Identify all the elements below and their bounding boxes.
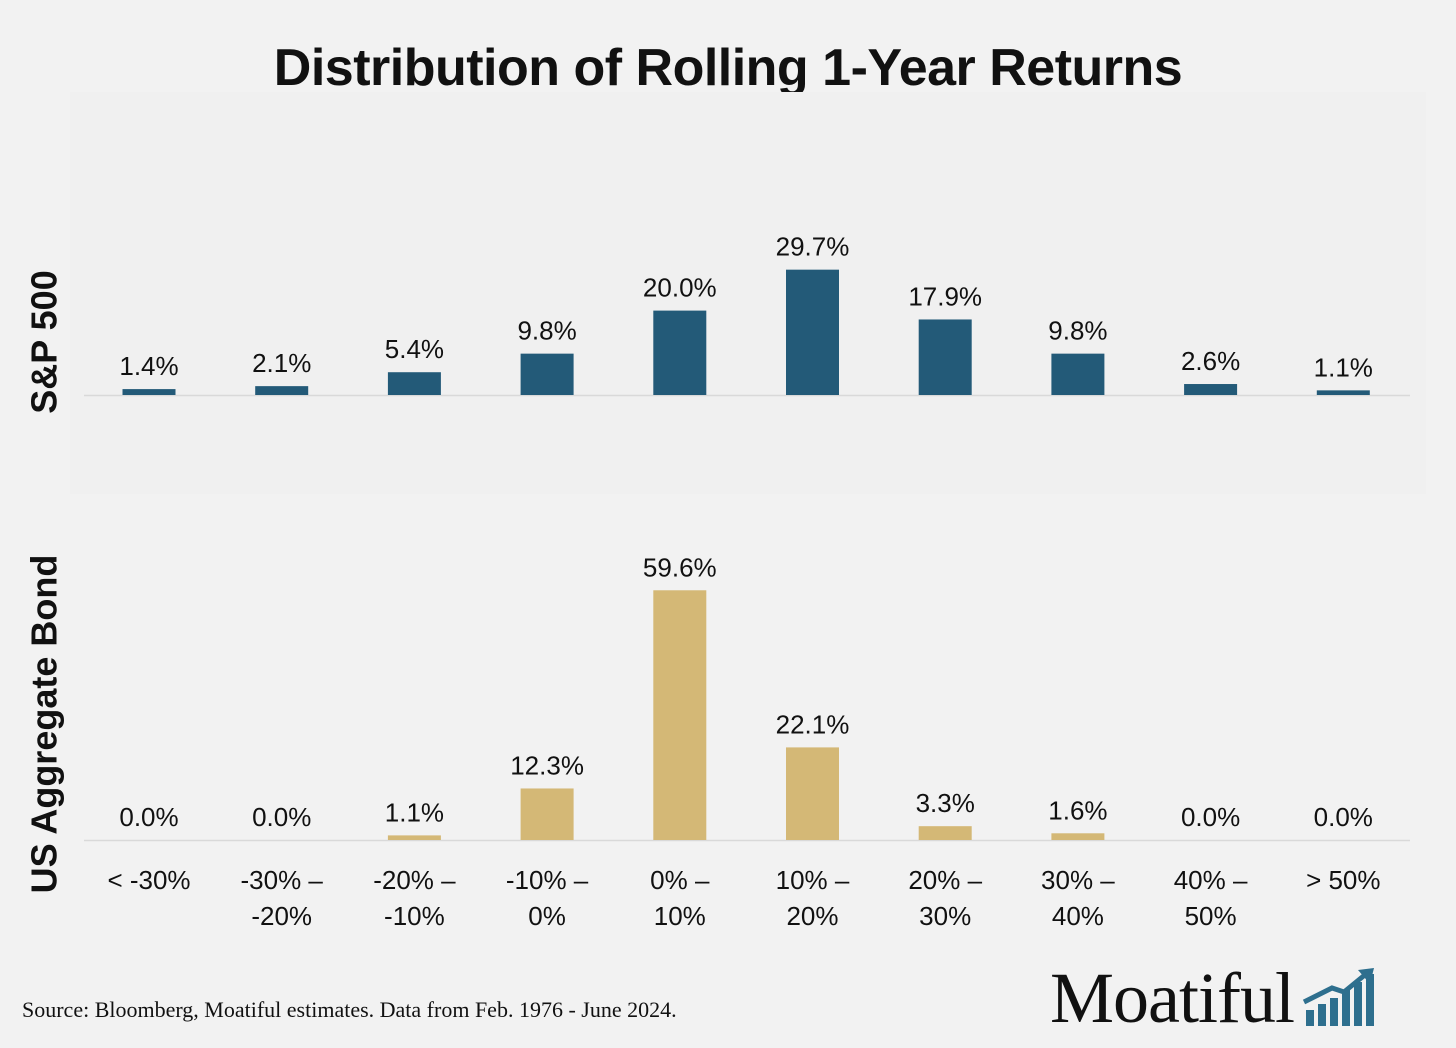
bar <box>653 310 707 395</box>
moatiful-logo: Moatiful <box>1050 958 1376 1038</box>
panel-label: S&P 500 <box>24 270 65 413</box>
data-label: 1.4% <box>119 351 178 381</box>
bar <box>786 269 839 395</box>
tick-label: < -30% <box>107 865 190 895</box>
bar <box>255 386 309 395</box>
tick-label: -10% – <box>506 865 589 895</box>
data-label: 22.1% <box>776 709 850 739</box>
data-label: 2.1% <box>252 348 311 378</box>
bar <box>520 788 574 840</box>
tick-label: 30% – <box>1041 865 1115 895</box>
bar <box>918 826 972 840</box>
tick-label: -30% – <box>241 865 324 895</box>
data-label: 0.0% <box>1181 802 1240 832</box>
tick-label: -20% <box>251 901 312 931</box>
data-label: 1.6% <box>1048 795 1107 825</box>
tick-label: 20% <box>786 901 838 931</box>
data-label: 2.6% <box>1181 346 1240 376</box>
data-label: 0.0% <box>119 802 178 832</box>
data-label: 0.0% <box>252 802 311 832</box>
data-label: 3.3% <box>916 788 975 818</box>
chart-title: Distribution of Rolling 1-Year Returns <box>273 39 1183 97</box>
rising-bars-arrow-icon <box>1302 968 1374 1026</box>
tick-label: 0% – <box>650 865 710 895</box>
data-label: 5.4% <box>385 334 444 364</box>
top-panel-background <box>70 92 1426 494</box>
data-label: 29.7% <box>776 232 850 262</box>
bar <box>122 389 176 395</box>
tick-label: 20% – <box>908 865 982 895</box>
tick-label: 10% <box>654 901 706 931</box>
logo-text: Moatiful <box>1050 958 1295 1038</box>
tick-label: 40% – <box>1174 865 1248 895</box>
source-note: Source: Bloomberg, Moatiful estimates. D… <box>22 997 677 1022</box>
data-label: 1.1% <box>385 797 444 827</box>
bar <box>387 835 441 840</box>
tick-label: -10% <box>384 901 445 931</box>
tick-label: > 50% <box>1306 865 1380 895</box>
tick-label: 0% <box>528 901 566 931</box>
data-label: 17.9% <box>908 281 982 311</box>
data-label: 12.3% <box>510 750 584 780</box>
bar <box>1051 353 1105 395</box>
tick-label: 10% – <box>776 865 850 895</box>
data-label: 1.1% <box>1314 352 1373 382</box>
bar <box>387 372 441 395</box>
tick-label: -20% – <box>373 865 456 895</box>
data-label: 9.8% <box>1048 316 1107 346</box>
tick-label: 30% <box>919 901 971 931</box>
bar <box>918 319 972 395</box>
bar <box>1316 390 1370 395</box>
data-label: 9.8% <box>517 316 576 346</box>
bar <box>786 747 839 840</box>
tick-label: 40% <box>1052 901 1104 931</box>
data-label: 59.6% <box>643 552 717 582</box>
bar <box>653 590 707 840</box>
tick-label: 50% <box>1185 901 1237 931</box>
data-label: 20.0% <box>643 273 717 303</box>
bar <box>1051 833 1105 840</box>
data-label: 0.0% <box>1314 802 1373 832</box>
bar <box>1184 384 1238 395</box>
panel-label: US Aggregate Bond <box>24 555 65 894</box>
bar <box>520 353 574 395</box>
